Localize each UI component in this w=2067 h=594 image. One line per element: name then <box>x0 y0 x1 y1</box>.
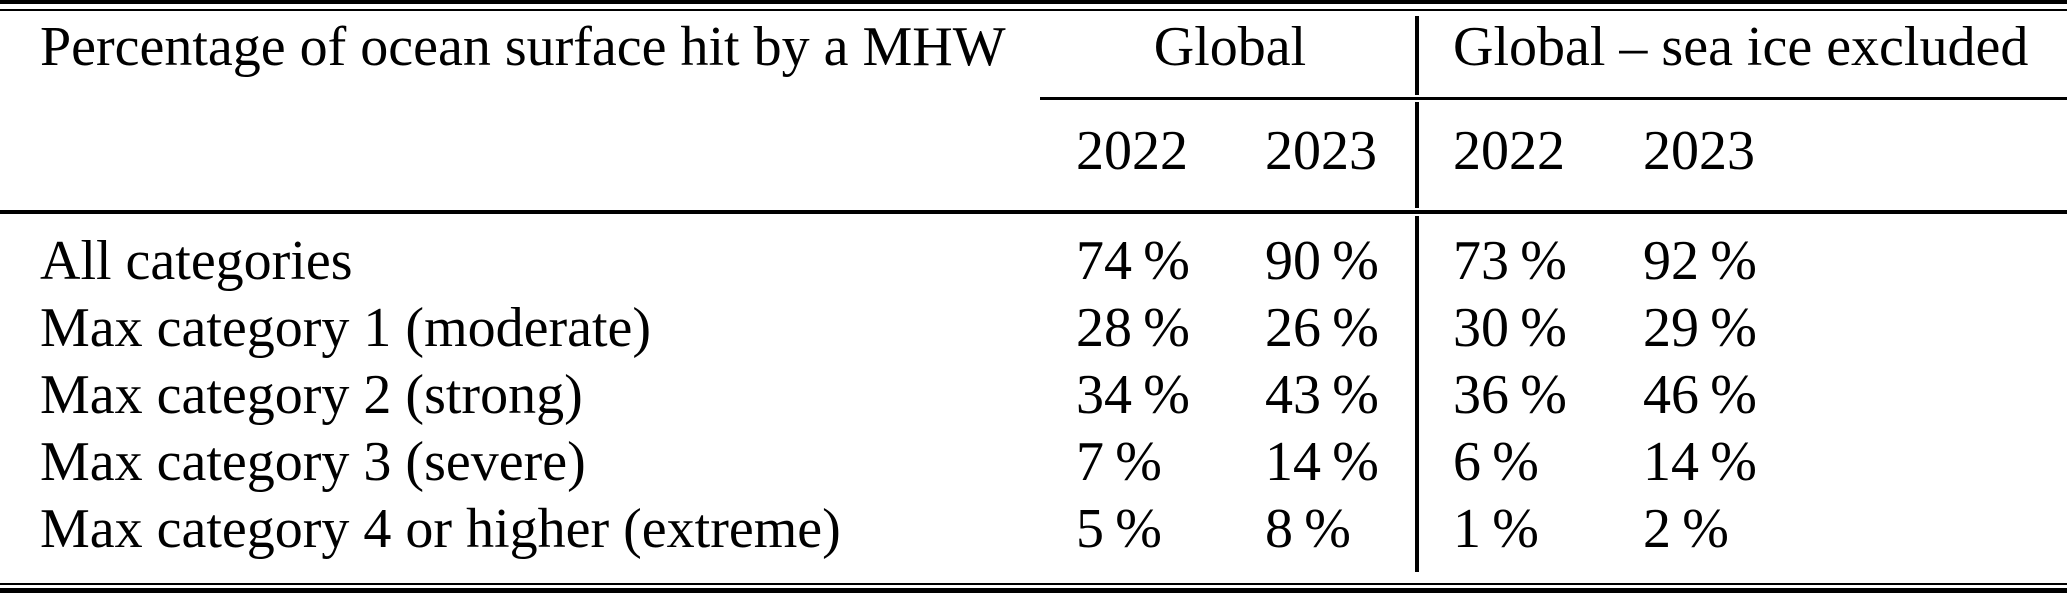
cell-value: 14 % <box>1265 431 1379 493</box>
cell-value: 29 % <box>1643 297 1757 359</box>
year-header-global-2022: 2022 <box>1076 120 1188 182</box>
bottom-rule-thin <box>0 583 2067 585</box>
col-group-sea-ice-excluded-header: Global – sea ice excluded <box>1453 16 2029 78</box>
cell-value: 7 % <box>1076 431 1162 493</box>
cell-value: 14 % <box>1643 431 1757 493</box>
year-header-global-2023: 2023 <box>1265 120 1377 182</box>
table-title: Percentage of ocean surface hit by a MHW <box>40 16 1006 78</box>
year-header-sie-2023: 2023 <box>1643 120 1755 182</box>
column-divider-top <box>1415 16 1419 95</box>
row-label: Max category 3 (severe) <box>40 431 586 493</box>
cell-value: 73 % <box>1453 230 1567 292</box>
header-separator-rule <box>0 210 2067 214</box>
bottom-rule-thick <box>0 588 2067 593</box>
cell-value: 26 % <box>1265 297 1379 359</box>
cell-value: 28 % <box>1076 297 1190 359</box>
cell-value: 5 % <box>1076 498 1162 560</box>
row-label: Max category 2 (strong) <box>40 364 583 426</box>
cell-value: 46 % <box>1643 364 1757 426</box>
top-rule-thick <box>0 0 2067 4</box>
cell-value: 92 % <box>1643 230 1757 292</box>
cell-value: 74 % <box>1076 230 1190 292</box>
column-divider-body <box>1415 216 1419 572</box>
cell-value: 34 % <box>1076 364 1190 426</box>
year-header-sie-2022: 2022 <box>1453 120 1565 182</box>
top-rule-thin <box>0 9 2067 11</box>
cell-value: 36 % <box>1453 364 1567 426</box>
cell-value: 43 % <box>1265 364 1379 426</box>
cell-value: 2 % <box>1643 498 1729 560</box>
cell-value: 90 % <box>1265 230 1379 292</box>
cell-value: 1 % <box>1453 498 1539 560</box>
row-label: Max category 4 or higher (extreme) <box>40 498 841 560</box>
cell-value: 6 % <box>1453 431 1539 493</box>
row-label: All categories <box>40 230 353 292</box>
col-group-global-header: Global <box>1153 16 1307 78</box>
cell-value: 30 % <box>1453 297 1567 359</box>
cell-value: 8 % <box>1265 498 1351 560</box>
column-divider-mid <box>1415 102 1419 208</box>
row-label: Max category 1 (moderate) <box>40 297 652 359</box>
column-group-underline <box>1040 97 2067 100</box>
